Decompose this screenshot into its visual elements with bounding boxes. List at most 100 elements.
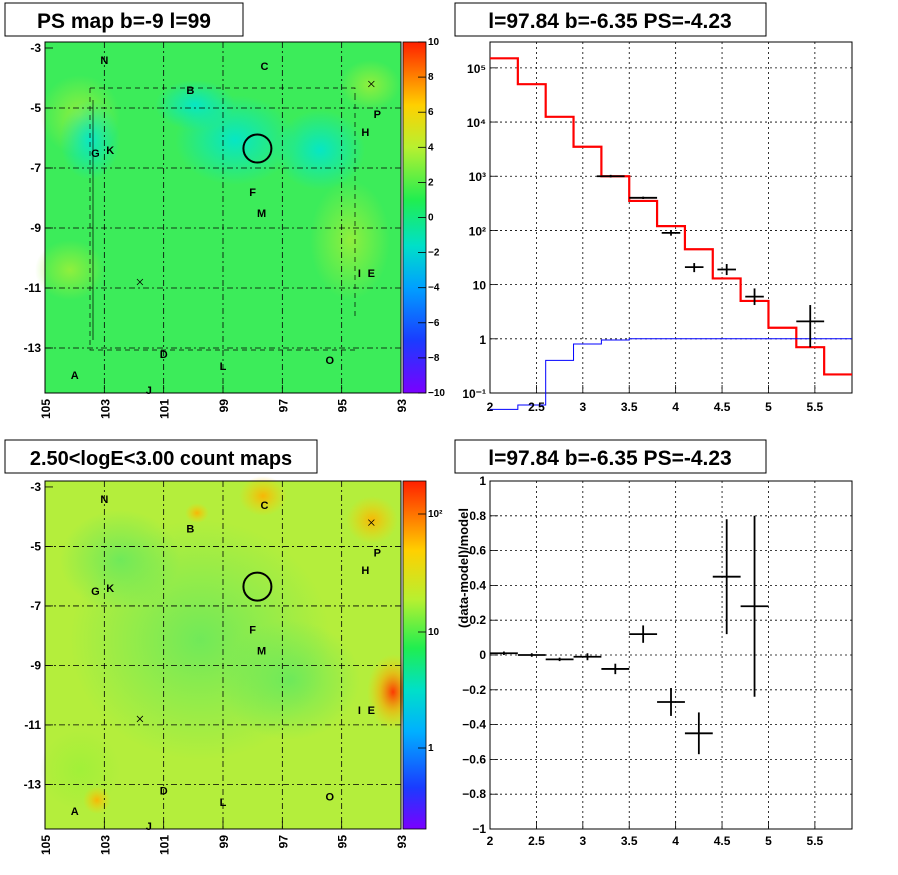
y-tick-label: −0.4 <box>462 718 486 732</box>
x-tick-label: 105 <box>39 835 53 855</box>
x-tick-label: 5 <box>765 400 772 414</box>
cross-marker <box>368 519 375 526</box>
source-label-H: H <box>361 565 369 577</box>
y-tick-label: 10² <box>469 224 486 238</box>
source-label-C: C <box>261 61 269 73</box>
y-tick-label: 0.2 <box>469 613 486 627</box>
ps-map-region <box>60 100 120 180</box>
source-label-B: B <box>186 85 194 97</box>
x-tick-label: 5.5 <box>807 834 824 848</box>
x-tick-label: 2.5 <box>528 400 545 414</box>
y-tick-label: -3 <box>30 41 41 55</box>
y-tick-label: −0.8 <box>462 787 486 801</box>
y-tick-label: 1 <box>479 474 486 488</box>
source-label-C: C <box>261 500 269 512</box>
cross-marker <box>136 715 144 723</box>
ps-map-x-axis: 105 103 101 99 97 95 93 <box>39 385 409 419</box>
source-label-N: N <box>100 55 108 67</box>
colorbar-tick-label: 4 <box>428 142 434 153</box>
count-map-y-axis: -3 -5 -7 -9 -11 -13 <box>24 480 53 791</box>
target-circle-marker <box>242 133 273 164</box>
x-tick-label: 3.5 <box>621 834 638 848</box>
colorbar-tick-label: 1 <box>428 743 434 754</box>
colorbar-tick-label: −4 <box>428 283 440 294</box>
model-histogram <box>490 57 852 376</box>
y-tick-label: 10³ <box>469 170 486 184</box>
x-tick-label: 5 <box>765 834 772 848</box>
y-tick-label: 10⁴ <box>467 116 486 130</box>
residual-grid <box>490 481 852 829</box>
source-label-F: F <box>249 625 256 637</box>
y-tick-label: -7 <box>30 599 41 613</box>
y-tick-label: -13 <box>24 341 42 355</box>
x-tick-label: 99 <box>217 399 231 413</box>
source-label-E: E <box>368 268 375 280</box>
spectrum-plot-area <box>490 57 852 410</box>
source-label-P: P <box>374 109 381 121</box>
x-tick-label: 103 <box>98 835 112 855</box>
ps-colorbar-ticks: 10 8 6 4 2 0 −2 −4 −6 −8 −10 <box>418 37 445 399</box>
x-tick-label: 3 <box>579 400 586 414</box>
count-map-region <box>60 510 180 610</box>
y-tick-label: -11 <box>24 281 41 295</box>
cross-marker <box>136 278 144 286</box>
x-tick-label: 103 <box>98 399 112 419</box>
x-tick-label: 105 <box>39 399 53 419</box>
residual-y-label: (data-model)/model <box>456 508 471 628</box>
residual-plot-area <box>490 515 769 755</box>
residual-y-axis: −1 −0.8 −0.6 −0.4 −0.2 0 0.2 0.4 0.6 0.8 1 <box>462 474 498 836</box>
ps-map-source-labels: N C B PH G K FM I E D O L A J <box>71 55 381 397</box>
source-label-A: A <box>71 370 79 382</box>
y-tick-label: 10 <box>473 279 487 293</box>
source-label-B: B <box>186 524 194 536</box>
y-tick-label: −1 <box>472 822 486 836</box>
colorbar-tick-label: 10² <box>428 509 443 520</box>
source-label-O: O <box>326 791 335 803</box>
source-label-H: H <box>361 127 369 139</box>
y-tick-label: -3 <box>30 480 41 494</box>
source-label-M: M <box>257 646 266 658</box>
source-label-J: J <box>146 821 152 833</box>
y-tick-label: -7 <box>30 161 41 175</box>
source-label-N: N <box>100 494 108 506</box>
ps-map-region <box>35 240 105 300</box>
x-tick-label: 101 <box>158 835 172 855</box>
spectrum-frame <box>489 41 853 394</box>
y-tick-label: -5 <box>30 101 41 115</box>
x-tick-label: 3.5 <box>621 400 638 414</box>
residual-panel: 2 2.5 3 3.5 4 4.5 5 5.5 −1 −0.8 −0.6 −0.4 −0.2 0 0.2 0… <box>456 474 853 848</box>
panel-title-spectrum: l=97.84 b=-6.35 PS=-4.23 <box>488 10 731 33</box>
x-tick-label: 101 <box>158 399 172 419</box>
source-label-D: D <box>160 785 168 797</box>
x-tick-label: 93 <box>395 835 409 849</box>
count-map-grid <box>45 481 401 829</box>
colorbar-tick-label: 10 <box>428 627 440 638</box>
title-box <box>454 439 767 474</box>
panel-title-count-map: 2.50<logE<3.00 count maps <box>30 448 292 470</box>
source-label-K: K <box>106 145 114 157</box>
count-map-hotspot <box>185 503 209 523</box>
y-tick-label: -11 <box>24 718 41 732</box>
y-tick-label: 0.4 <box>469 578 486 592</box>
source-label-L: L <box>220 361 227 373</box>
count-map-hotspot <box>239 476 287 516</box>
ps-map-roi-outline <box>89 87 356 351</box>
count-map-source-labels: N C B PH G K FM I E D O L A J <box>71 494 381 833</box>
title-box <box>454 2 767 37</box>
source-label-E: E <box>368 705 375 717</box>
source-label-L: L <box>220 797 227 809</box>
colorbar-tick-label: −10 <box>428 388 445 399</box>
y-tick-label: −0.6 <box>462 752 486 766</box>
x-tick-label: 2 <box>487 400 494 414</box>
source-label-J: J <box>146 385 152 397</box>
y-tick-label: -9 <box>30 221 41 235</box>
ps-map-grid <box>45 42 401 393</box>
spectrum-panel: 2 2.5 3 3.5 4 4.5 5 5.5 10⁻¹ 1 10 10² 10³ 10⁴ 10⁵ <box>462 41 853 414</box>
x-tick-label: 2 <box>487 834 494 848</box>
baseline-histogram <box>490 338 852 410</box>
y-tick-label: 1 <box>479 333 486 347</box>
y-tick-label: -5 <box>30 539 41 553</box>
source-label-K: K <box>106 583 114 595</box>
